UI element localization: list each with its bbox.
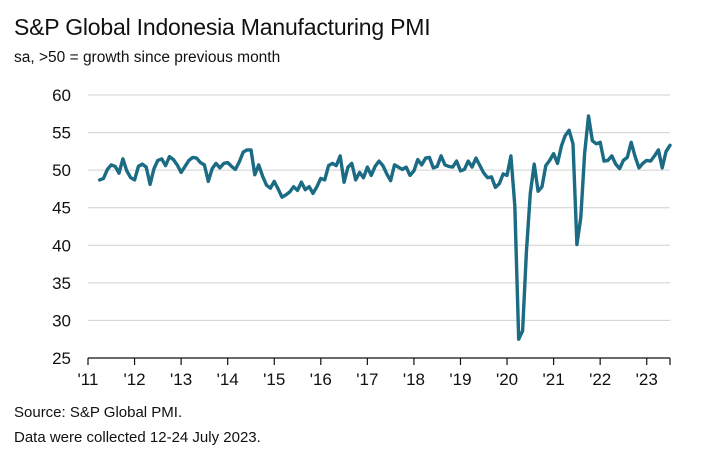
x-tick-label: '17 (356, 370, 378, 389)
source-notes: Source: S&P Global PMI. Data were collec… (14, 400, 261, 450)
chart-subtitle: sa, >50 = growth since previous month (14, 49, 281, 66)
y-tick-label: 40 (52, 236, 71, 255)
y-tick-label: 45 (52, 199, 71, 218)
y-tick-label: 30 (52, 311, 71, 330)
x-tick-label: '22 (589, 370, 611, 389)
collection-note: Data were collected 12-24 July 2023. (14, 429, 261, 446)
x-tick-label: '23 (636, 370, 658, 389)
x-tick-label: '16 (310, 370, 332, 389)
y-tick-label: 60 (52, 86, 71, 105)
x-tick-label: '19 (449, 370, 471, 389)
x-tick-label: '15 (263, 370, 285, 389)
x-tick-label: '21 (543, 370, 565, 389)
y-tick-label: 25 (52, 349, 71, 368)
x-tick-label: '18 (403, 370, 425, 389)
series-line (97, 114, 672, 341)
y-tick-label: 50 (52, 161, 71, 180)
x-tick-label: '13 (170, 370, 192, 389)
x-axis: '11 '12 '13 '14 '15 '16 '17 '18 '19 '20 '21 '22 '23 (78, 357, 671, 389)
y-axis: 25 30 35 40 45 50 55 60 (52, 86, 71, 368)
x-tick-label: '20 (496, 370, 518, 389)
chart-title: S&P Global Indonesia Manufacturing PMI (14, 14, 431, 40)
y-tick-label: 35 (52, 274, 71, 293)
y-tick-label: 55 (52, 124, 71, 143)
plot-area (97, 114, 672, 341)
gridlines (88, 94, 670, 321)
x-tick-label: '11 (78, 370, 99, 389)
x-tick-label: '12 (123, 370, 145, 389)
x-tick-label: '14 (217, 370, 239, 389)
source-line: Source: S&P Global PMI. (14, 404, 183, 421)
